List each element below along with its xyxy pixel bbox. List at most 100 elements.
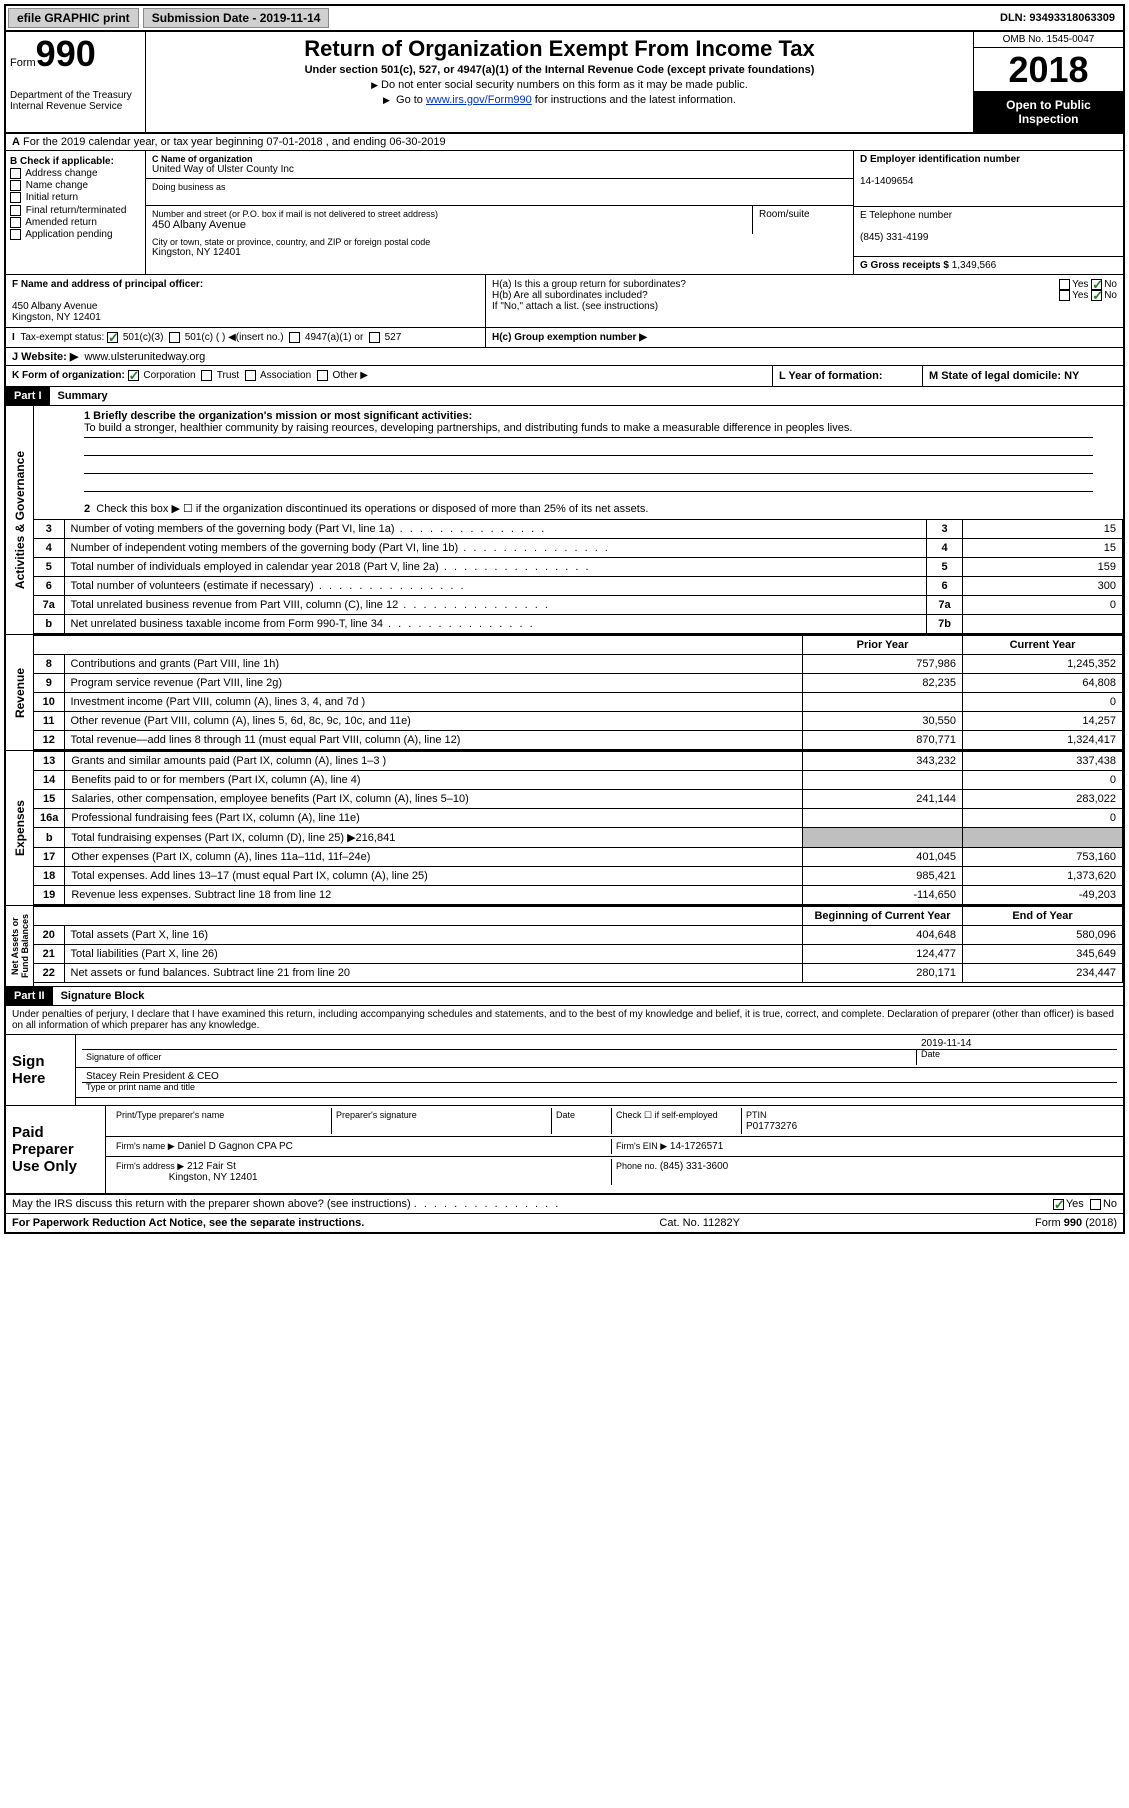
row-i-hc: I Tax-exempt status: 501(c)(3) 501(c) ( … bbox=[6, 328, 1123, 348]
table-row: 12Total revenue—add lines 8 through 11 (… bbox=[34, 731, 1123, 750]
check-trust[interactable] bbox=[201, 370, 212, 381]
tax-year: 2018 bbox=[974, 48, 1123, 92]
opt-corp: Corporation bbox=[143, 370, 195, 381]
part2-badge: Part II bbox=[6, 987, 53, 1005]
dln-label: DLN: 93493318063309 bbox=[992, 10, 1123, 26]
row-a-tax-year: A For the 2019 calendar year, or tax yea… bbox=[6, 134, 1123, 151]
check-app-pending[interactable] bbox=[10, 229, 21, 240]
header-left: Form990 Department of the Treasury Inter… bbox=[6, 32, 146, 132]
table-row: 16aProfessional fundraising fees (Part I… bbox=[34, 809, 1123, 828]
table-revenue: Prior YearCurrent Year 8Contributions an… bbox=[34, 635, 1123, 750]
opt-name-change: Name change bbox=[26, 180, 88, 191]
check-4947[interactable] bbox=[289, 332, 300, 343]
goto-note: Go to www.irs.gov/Form990 for instructio… bbox=[154, 94, 965, 106]
discuss-no[interactable] bbox=[1090, 1199, 1101, 1210]
table-ag: 3Number of voting members of the governi… bbox=[34, 519, 1123, 634]
check-corp[interactable] bbox=[128, 370, 139, 381]
check-527[interactable] bbox=[369, 332, 380, 343]
part1-title: Summary bbox=[50, 387, 116, 405]
firm-name: Daniel D Gagnon CPA PC bbox=[177, 1141, 292, 1152]
footer-mid: Cat. No. 11282Y bbox=[364, 1217, 1035, 1229]
vlabel-exp: Expenses bbox=[10, 792, 30, 864]
gross-receipts-label: G Gross receipts $ bbox=[860, 260, 949, 271]
opt-other: Other ▶ bbox=[332, 370, 367, 381]
gross-receipts-value: 1,349,566 bbox=[952, 260, 997, 271]
hb-no[interactable] bbox=[1091, 290, 1102, 301]
row-k-l-m: K Form of organization: Corporation Trus… bbox=[6, 366, 1123, 387]
check-501c[interactable] bbox=[169, 332, 180, 343]
check-address-change[interactable] bbox=[10, 168, 21, 179]
no-text2: No bbox=[1104, 290, 1117, 301]
check-name-change[interactable] bbox=[10, 180, 21, 191]
table-row: 19Revenue less expenses. Subtract line 1… bbox=[34, 886, 1123, 905]
sig-officer-label: Signature of officer bbox=[86, 1052, 161, 1062]
table-row: 15Salaries, other compensation, employee… bbox=[34, 790, 1123, 809]
check-amended[interactable] bbox=[10, 217, 21, 228]
hc-label: H(c) Group exemption number ▶ bbox=[492, 332, 647, 343]
table-row: 14Benefits paid to or for members (Part … bbox=[34, 771, 1123, 790]
opt-trust: Trust bbox=[217, 370, 239, 381]
table-row: 20Total assets (Part X, line 16)404,6485… bbox=[34, 926, 1123, 945]
name-label: C Name of organization bbox=[152, 154, 253, 164]
ptin-value: P01773276 bbox=[746, 1121, 797, 1132]
submission-date-label: Submission Date - 2019-11-14 bbox=[143, 8, 330, 28]
firm-ein-label: Firm's EIN ▶ bbox=[616, 1141, 667, 1151]
goto-prefix: Go to bbox=[396, 94, 426, 106]
opt-527: 527 bbox=[385, 332, 402, 343]
opt-501c3: 501(c)(3) bbox=[123, 332, 164, 343]
street-address: 450 Albany Avenue bbox=[152, 219, 746, 231]
table-row: 8Contributions and grants (Part VIII, li… bbox=[34, 655, 1123, 674]
officer-name-title: Stacey Rein President & CEO bbox=[86, 1071, 1113, 1082]
firm-addr-label: Firm's address ▶ bbox=[116, 1161, 184, 1171]
table-row: 13Grants and similar amounts paid (Part … bbox=[34, 752, 1123, 771]
section-b-to-g: B Check if applicable: Address change Na… bbox=[6, 151, 1123, 275]
vlabel-na: Net Assets or Fund Balances bbox=[7, 906, 33, 986]
vlabel-ag: Activities & Governance bbox=[10, 443, 30, 597]
opt-501c: 501(c) ( ) ◀(insert no.) bbox=[185, 332, 284, 343]
table-row: 10Investment income (Part VIII, column (… bbox=[34, 693, 1123, 712]
discuss-yes[interactable] bbox=[1053, 1199, 1064, 1210]
hb-label: H(b) Are all subordinates included? bbox=[492, 290, 648, 301]
ha-yes[interactable] bbox=[1059, 279, 1070, 290]
ein-value: 14-1409654 bbox=[860, 176, 913, 187]
q1-label: 1 Briefly describe the organization's mi… bbox=[84, 410, 472, 422]
table-row: bNet unrelated business taxable income f… bbox=[34, 615, 1123, 634]
form-word: Form bbox=[10, 57, 36, 69]
check-assoc[interactable] bbox=[245, 370, 256, 381]
check-initial-return[interactable] bbox=[10, 192, 21, 203]
city-state-zip: Kingston, NY 12401 bbox=[152, 247, 847, 258]
year-formation-label: L Year of formation: bbox=[779, 370, 883, 382]
hdr-prior: Prior Year bbox=[803, 636, 963, 655]
net-assets-section: Net Assets or Fund Balances Beginning of… bbox=[6, 906, 1123, 987]
check-other[interactable] bbox=[317, 370, 328, 381]
yes-text2: Yes bbox=[1072, 290, 1088, 301]
table-expenses: 13Grants and similar amounts paid (Part … bbox=[34, 751, 1123, 905]
table-row: 5Total number of individuals employed in… bbox=[34, 558, 1123, 577]
irs-link[interactable]: www.irs.gov/Form990 bbox=[426, 94, 532, 106]
no-text: No bbox=[1104, 279, 1117, 290]
table-row: 3Number of voting members of the governi… bbox=[34, 520, 1123, 539]
part1-header: Part I Summary bbox=[6, 387, 1123, 406]
check-final-return[interactable] bbox=[10, 205, 21, 216]
website-value: www.ulsterunitedway.org bbox=[84, 351, 205, 363]
city-label: City or town, state or province, country… bbox=[152, 237, 847, 247]
opt-app-pending: Application pending bbox=[25, 229, 112, 240]
firm-phone: (845) 331-3600 bbox=[660, 1161, 728, 1172]
perjury-declaration: Under penalties of perjury, I declare th… bbox=[6, 1006, 1123, 1035]
check-501c3[interactable] bbox=[107, 332, 118, 343]
form-subtitle: Under section 501(c), 527, or 4947(a)(1)… bbox=[154, 64, 965, 76]
box-m: M State of legal domicile: NY bbox=[923, 366, 1123, 386]
officer-addr1: 450 Albany Avenue bbox=[12, 301, 97, 312]
table-row: 4Number of independent voting members of… bbox=[34, 539, 1123, 558]
table-row: 7aTotal unrelated business revenue from … bbox=[34, 596, 1123, 615]
vlabel-rev: Revenue bbox=[10, 660, 30, 726]
officer-addr2: Kingston, NY 12401 bbox=[12, 312, 101, 323]
header-mid: Return of Organization Exempt From Incom… bbox=[146, 32, 973, 132]
efile-print-button[interactable]: efile GRAPHIC print bbox=[8, 8, 139, 28]
opt-amended: Amended return bbox=[25, 217, 97, 228]
firm-addr2: Kingston, NY 12401 bbox=[169, 1172, 258, 1183]
name-title-label: Type or print name and title bbox=[86, 1082, 195, 1092]
hb-yes[interactable] bbox=[1059, 290, 1070, 301]
self-emp-label: Check ☐ if self-employed bbox=[616, 1110, 718, 1120]
phone-value: (845) 331-4199 bbox=[860, 232, 928, 243]
